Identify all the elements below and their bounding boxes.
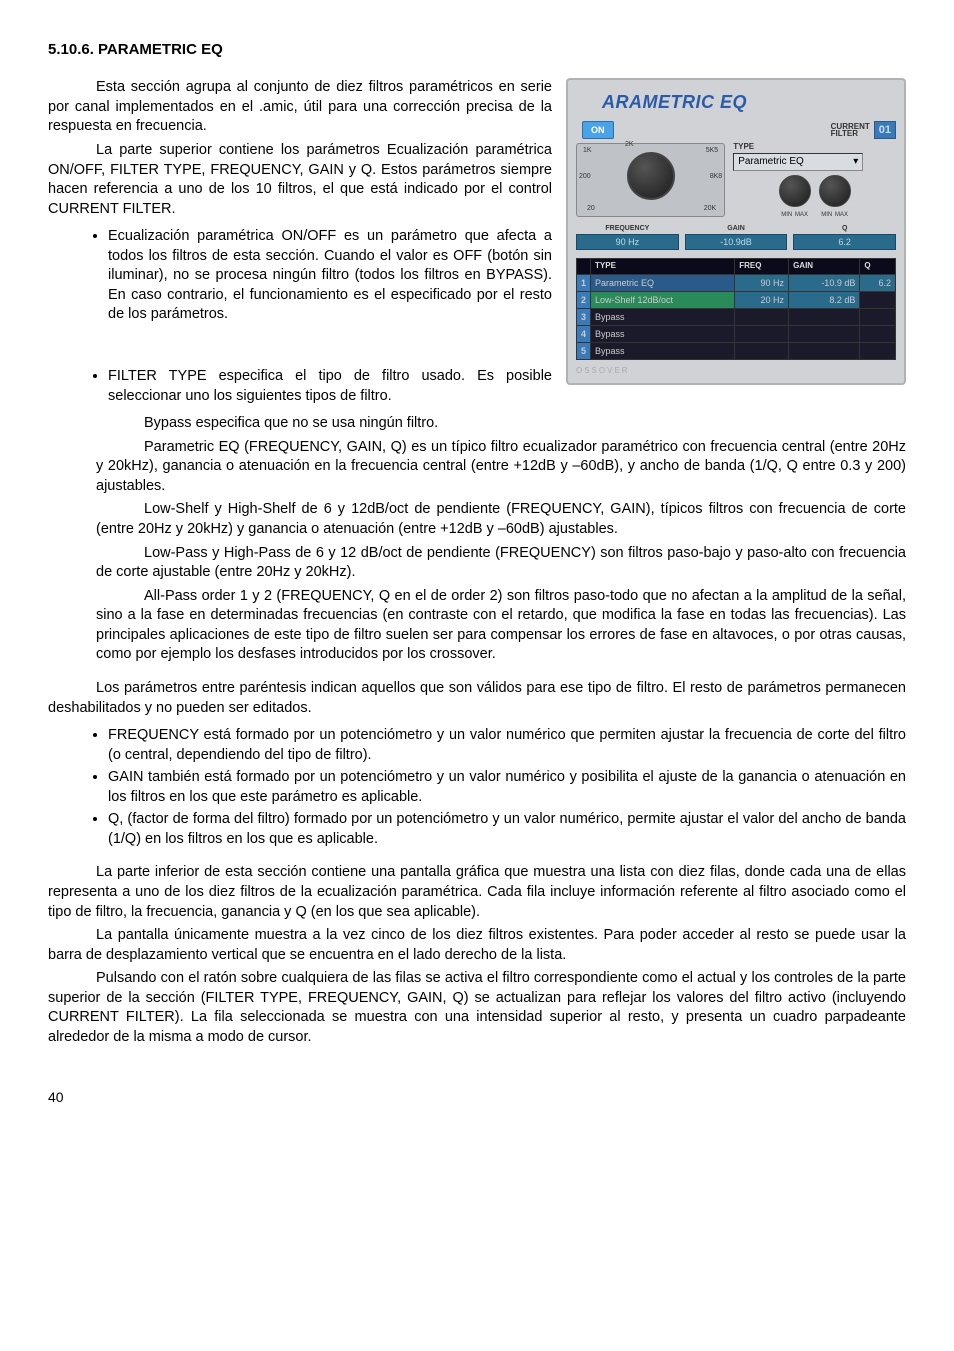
frequency-knob-area: ON 1K 2K 5K5 200 8K8 20 20K [576, 121, 725, 221]
col-gain: GAIN [789, 258, 860, 274]
freq-readout-label: FREQUENCY [576, 224, 679, 233]
parametric-eq-figure: ARAMETRIC EQ ON 1K 2K 5K5 200 8K8 20 20K [566, 78, 906, 385]
gain-max: MAX [795, 212, 808, 218]
table-row[interactable]: 2Low-Shelf 12dB/oct20 Hz8.2 dB [577, 291, 896, 308]
params-intro: Los parámetros entre paréntesis indican … [48, 679, 906, 718]
tick-1k: 1K [583, 146, 592, 155]
row-type: Bypass [591, 308, 735, 325]
table-row[interactable]: 4Bypass [577, 325, 896, 342]
peq-panel: ARAMETRIC EQ ON 1K 2K 5K5 200 8K8 20 20K [566, 78, 906, 385]
row-freq [735, 343, 789, 360]
page-number: 40 [48, 1088, 906, 1107]
row-q [860, 343, 896, 360]
q-readout-label: Q [793, 224, 896, 233]
row-type: Parametric EQ [591, 274, 735, 291]
ft-parametric: Parametric EQ (FREQUENCY, GAIN, Q) es un… [96, 438, 906, 497]
panel-title: ARAMETRIC EQ [602, 90, 896, 114]
row-freq: 20 Hz [735, 291, 789, 308]
tick-2k: 2K [625, 140, 634, 149]
type-label: TYPE [733, 142, 896, 153]
param-gain: GAIN también está formado por un potenci… [108, 768, 906, 807]
type-value: Parametric EQ [738, 155, 804, 169]
row-q: 6.2 [860, 274, 896, 291]
tick-8k8: 8K8 [710, 172, 722, 181]
row-number: 2 [577, 291, 591, 308]
table-row[interactable]: 1Parametric EQ90 Hz-10.9 dB6.2 [577, 274, 896, 291]
col-freq: FREQ [735, 258, 789, 274]
gain-min: MIN [781, 212, 792, 218]
type-dropdown[interactable]: Parametric EQ ▾ [733, 153, 863, 171]
section-heading: 5.10.6. PARAMETRIC EQ [48, 40, 906, 60]
current-filter-label: CURRENTFILTER [831, 123, 870, 137]
row-gain [789, 343, 860, 360]
on-button[interactable]: ON [582, 121, 614, 139]
row-gain [789, 308, 860, 325]
table-row[interactable]: 3Bypass [577, 308, 896, 325]
tick-20: 20 [587, 204, 595, 213]
row-type: Low-Shelf 12dB/oct [591, 291, 735, 308]
row-type: Bypass [591, 343, 735, 360]
right-controls: CURRENTFILTER 01 TYPE Parametric EQ ▾ MI… [733, 121, 896, 221]
row-q [860, 325, 896, 342]
col-type: TYPE [591, 258, 735, 274]
col-q: Q [860, 258, 896, 274]
gain-readout-value[interactable]: -10.9dB [685, 234, 788, 250]
table-row[interactable]: 5Bypass [577, 343, 896, 360]
ft-allpass: All-Pass order 1 y 2 (FREQUENCY, Q en el… [96, 587, 906, 665]
row-q [860, 308, 896, 325]
param-q: Q, (factor de forma del filtro) formado … [108, 810, 906, 849]
gain-readout-label: GAIN [685, 224, 788, 233]
tick-200: 200 [579, 172, 591, 181]
frequency-knob[interactable] [627, 152, 675, 200]
row-number: 4 [577, 325, 591, 342]
param-freq: FREQUENCY está formado por un potencióme… [108, 726, 906, 765]
freq-knob-panel: 1K 2K 5K5 200 8K8 20 20K [576, 143, 725, 217]
row-number: 3 [577, 308, 591, 325]
ft-pass: Low-Pass y High-Pass de 6 y 12 dB/oct de… [96, 544, 906, 583]
row-number: 1 [577, 274, 591, 291]
row-number: 5 [577, 343, 591, 360]
q-knob[interactable] [819, 175, 851, 207]
lower-p2: La pantalla únicamente muestra a la vez … [48, 926, 906, 965]
q-min: MIN [821, 212, 832, 218]
freq-readout-value[interactable]: 90 Hz [576, 234, 679, 250]
row-gain [789, 325, 860, 342]
row-freq [735, 325, 789, 342]
chevron-down-icon: ▾ [853, 155, 858, 169]
row-type: Bypass [591, 325, 735, 342]
filter-table: TYPE FREQ GAIN Q 1Parametric EQ90 Hz-10.… [576, 258, 896, 361]
ft-shelf: Low-Shelf y High-Shelf de 6 y 12dB/oct d… [96, 500, 906, 539]
row-gain: -10.9 dB [789, 274, 860, 291]
q-readout-value[interactable]: 6.2 [793, 234, 896, 250]
ft-bypass: Bypass especifica que no se usa ningún f… [96, 414, 906, 434]
row-freq: 90 Hz [735, 274, 789, 291]
gain-knob[interactable] [779, 175, 811, 207]
row-freq [735, 308, 789, 325]
row-gain: 8.2 dB [789, 291, 860, 308]
tick-5k5: 5K5 [706, 146, 718, 155]
bullet-onoff: Ecualización paramétrica ON/OFF es un pa… [108, 227, 556, 325]
lower-p3: Pulsando con el ratón sobre cualquiera d… [48, 969, 906, 1047]
q-max: MAX [835, 212, 848, 218]
panel-footer: OSSOVER [576, 366, 896, 377]
current-filter-value[interactable]: 01 [874, 121, 896, 140]
row-q [860, 291, 896, 308]
lower-p1: La parte inferior de esta sección contie… [48, 863, 906, 922]
tick-20k: 20K [704, 204, 716, 213]
